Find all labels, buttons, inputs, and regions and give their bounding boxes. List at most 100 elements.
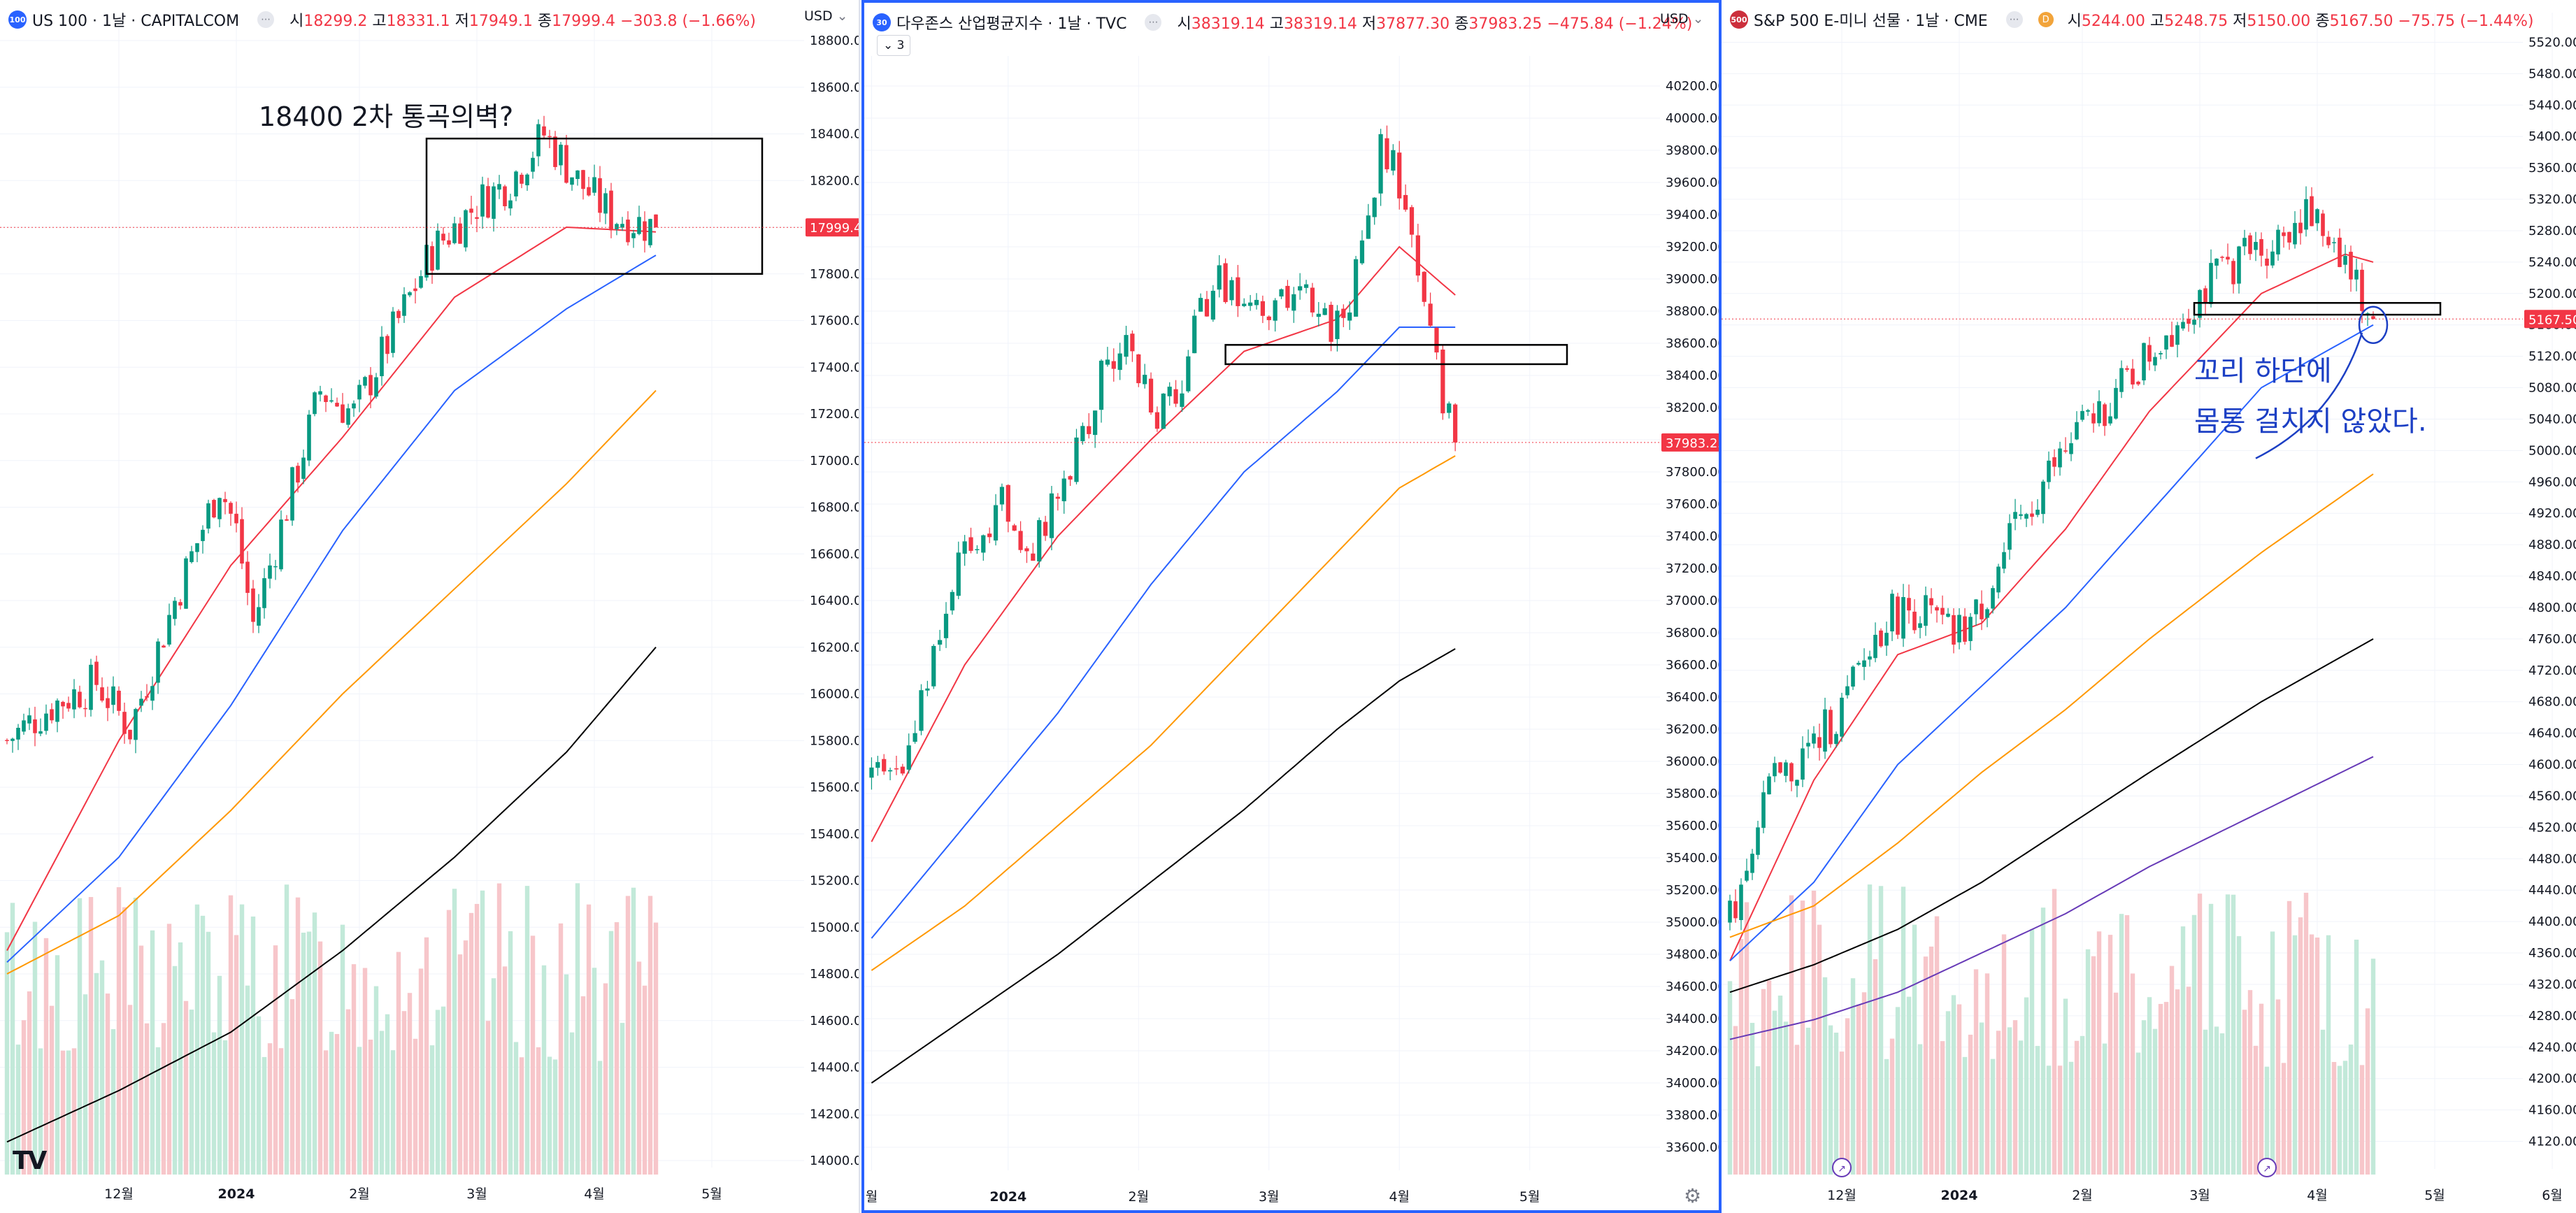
- candle: [128, 729, 132, 745]
- candle: [2131, 359, 2135, 389]
- candle: [2282, 227, 2286, 248]
- delayed-data-badge[interactable]: D: [2038, 12, 2054, 27]
- y-tick-label: 4520.00: [2528, 820, 2576, 835]
- drawn-rectangle[interactable]: [1224, 344, 1568, 366]
- annotation-arrow[interactable]: [2255, 332, 2363, 459]
- chart-svg-dow[interactable]: 40200.00 40000.00 39800.00 39600.00 39400.00…: [864, 3, 1719, 1210]
- chart-pane-dow[interactable]: 40200.00 40000.00 39800.00 39600.00 39400.00…: [861, 0, 1722, 1213]
- symbol-title[interactable]: US 100 · 1날 · CAPITALCOM: [32, 13, 240, 30]
- more-options-icon[interactable]: ⋯: [1145, 14, 1162, 31]
- candle: [2315, 208, 2319, 231]
- candle: [1739, 878, 1743, 931]
- candle: [2203, 285, 2208, 315]
- chart-pane-spx[interactable]: 5520.00 5480.00 5440.00 5400.00 5360.00 5320.…: [1722, 0, 2576, 1213]
- candle: [1447, 401, 1452, 419]
- currency-label[interactable]: USD ⌄: [804, 8, 848, 24]
- y-tick-label: 4640.00: [2528, 726, 2576, 741]
- volume-bar: [1738, 939, 1744, 1175]
- legend-header: 30 다우존스 산업평균지수 · 1날 · TVC ⋯ 시38319.14 고3…: [873, 8, 1692, 36]
- event-marker-icon[interactable]: [2257, 1158, 2277, 1177]
- candle: [1778, 762, 1782, 774]
- candle: [61, 701, 65, 719]
- candle: [167, 603, 171, 647]
- candle: [2108, 403, 2112, 426]
- event-marker-icon[interactable]: [1832, 1158, 1852, 1177]
- y-tick-label: 4320.00: [2528, 977, 2576, 992]
- volume-bar: [1839, 1051, 1845, 1175]
- chart-svg-us100[interactable]: 18800.018600.018400.018200.018000.017800…: [0, 0, 859, 1213]
- volume-bar: [1945, 1011, 1951, 1175]
- candle: [2153, 352, 2157, 371]
- annotation-circle[interactable]: [2358, 306, 2389, 344]
- volume-bar: [1912, 924, 1917, 1175]
- more-options-icon[interactable]: ⋯: [257, 11, 275, 28]
- volume-bar: [1906, 996, 1912, 1175]
- volume-bar: [2236, 936, 2242, 1175]
- volume-bar: [2141, 1020, 2147, 1175]
- volume-bar: [1878, 886, 1884, 1175]
- volume-bar: [105, 993, 110, 1175]
- volume-bar: [373, 986, 379, 1175]
- annotation-text-line2[interactable]: 몸통 걸치지 않았다.: [2194, 405, 2427, 438]
- symbol-title[interactable]: 다우존스 산업평균지수 · 1날 · TVC: [896, 15, 1127, 33]
- volume-bar: [2326, 935, 2331, 1175]
- volume-bar: [55, 955, 60, 1175]
- candle: [2086, 408, 2090, 416]
- volume-bar: [273, 945, 278, 1175]
- more-options-icon[interactable]: ⋯: [2005, 11, 2023, 28]
- volume-bar: [306, 931, 312, 1175]
- candle: [2041, 480, 2045, 524]
- candle: [1223, 258, 1228, 304]
- drawn-rectangle[interactable]: [2193, 302, 2442, 316]
- volume-bar: [1867, 884, 1873, 1175]
- volume-bar: [2342, 1061, 2348, 1175]
- y-tick-label: 36600.00: [1666, 658, 1719, 673]
- candle: [2259, 232, 2263, 267]
- candle: [2103, 402, 2107, 436]
- chart-svg-spx[interactable]: 5520.00 5480.00 5440.00 5400.00 5360.00 5320.…: [1722, 0, 2576, 1213]
- volume-bar: [183, 1000, 189, 1175]
- ma-line-ma200: [871, 648, 1456, 1084]
- y-tick-label: 4680.00: [2528, 695, 2576, 710]
- y-tick-label: 5400.00: [2528, 129, 2576, 144]
- collapse-indicators-button[interactable]: ⌄ 3: [877, 35, 911, 56]
- y-tick-label: 38600.00: [1666, 336, 1719, 351]
- chart-pane-us100[interactable]: 18800.018600.018400.018200.018000.017800…: [0, 0, 860, 1213]
- volume-bar: [552, 1059, 558, 1175]
- y-tick-label: 5520.00: [2528, 35, 2576, 50]
- volume-bar: [580, 996, 586, 1175]
- y-tick-label: 4440.00: [2528, 883, 2576, 898]
- candle: [1890, 589, 1894, 641]
- volume-bar: [519, 1057, 524, 1175]
- volume-bar: [2163, 1002, 2169, 1175]
- candle: [1130, 330, 1135, 362]
- volume-bar: [1934, 916, 1940, 1175]
- candle: [1840, 692, 1844, 742]
- candle: [938, 629, 943, 652]
- y-tick-label: 5360.00: [2528, 161, 2576, 175]
- candle: [150, 676, 155, 710]
- candle: [206, 499, 210, 533]
- gear-icon[interactable]: ⚙: [1684, 1184, 1702, 1207]
- candle: [869, 757, 874, 790]
- annotation-text[interactable]: 18400 2차 통곡의벽?: [259, 101, 514, 132]
- volume-bar: [49, 1005, 55, 1175]
- annotation-text-line1[interactable]: 꼬리 하단에: [2194, 355, 2332, 387]
- volume-bar: [1783, 1021, 1789, 1175]
- volume-bar: [262, 1056, 267, 1175]
- symbol-title[interactable]: S&P 500 E-미니 선물 · 1날 · CME: [1754, 13, 1988, 30]
- price-tag-text: 37983.25: [1666, 436, 1719, 451]
- ma-line-ma100: [1729, 473, 2374, 938]
- candle: [1767, 773, 1771, 795]
- candle: [1806, 729, 1810, 759]
- candle: [1756, 821, 1760, 860]
- volume-bar: [155, 1047, 161, 1175]
- candle: [341, 393, 345, 424]
- drawn-rectangle[interactable]: [425, 137, 764, 275]
- currency-label[interactable]: USD ⌄: [1660, 11, 1704, 27]
- volume-bar: [2135, 1052, 2141, 1175]
- candle: [1285, 280, 1290, 311]
- volume-bar: [222, 1040, 228, 1175]
- volume-bar: [1929, 946, 1934, 1175]
- ma-line-ma200: [1729, 638, 2374, 993]
